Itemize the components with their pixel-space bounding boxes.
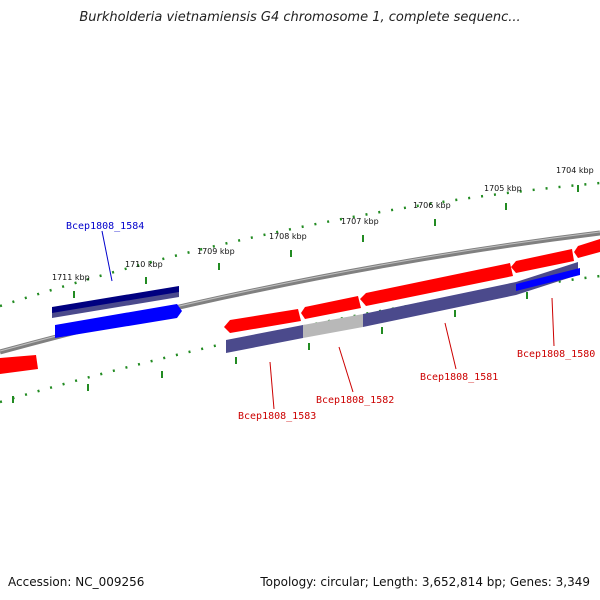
accession-text: Accession: NC_009256 [8, 575, 145, 589]
topology-text: Topology: circular; Length: 3,652,814 bp… [260, 575, 590, 589]
cds-bar-1584-outer[interactable] [52, 286, 179, 314]
leader-line-1583 [269, 361, 275, 410]
cds-bar-1583[interactable] [226, 325, 303, 353]
scale-label-1707: 1707 kbp [341, 217, 379, 226]
map-title: Burkholderia vietnamiensis G4 chromosome… [79, 10, 521, 25]
inner-major-ticks [12, 292, 528, 403]
gene-bcep1808-1580[interactable] [511, 249, 574, 273]
cds-bar-1584-inner[interactable] [52, 292, 179, 318]
scale-label-1711: 1711 kbp [52, 273, 90, 282]
scale-label-1708: 1708 kbp [269, 232, 307, 241]
leader-line-1580 [551, 297, 555, 347]
gene-label-1581[interactable]: Bcep1808_1581 [420, 372, 498, 383]
gene-left-fragment[interactable] [0, 355, 38, 374]
gene-label-1584[interactable]: Bcep1808_1584 [66, 221, 144, 232]
scale-label-1709: 1709 kbp [197, 247, 235, 256]
cds-bar-1582[interactable] [303, 314, 363, 338]
scale-label-1706: 1706 kbp [413, 201, 451, 210]
gene-bcep1808-1581[interactable] [360, 263, 513, 306]
cds-bar-1581[interactable] [363, 282, 516, 327]
scale-label-1705: 1705 kbp [484, 184, 522, 193]
gene-label-1582[interactable]: Bcep1808_1582 [316, 395, 394, 406]
leader-line-1581 [444, 322, 457, 370]
gene-bcep1808-1583[interactable] [224, 309, 301, 333]
gene-bcep1808-1582[interactable] [301, 296, 361, 319]
gene-label-1580[interactable]: Bcep1808_1580 [517, 349, 595, 360]
leader-line-1582 [338, 346, 354, 393]
scale-label-1704: 1704 kbp [556, 166, 594, 175]
gene-bcep1808-1580-reverse[interactable] [516, 268, 580, 291]
gene-bcep1808-1584[interactable] [55, 304, 182, 338]
gene-label-1583[interactable]: Bcep1808_1583 [238, 411, 316, 422]
outer-major-ticks [73, 185, 579, 298]
leader-line-1584 [101, 230, 113, 282]
scale-label-1710: 1710 kbp [125, 260, 163, 269]
gene-right-fragment[interactable] [574, 239, 600, 258]
